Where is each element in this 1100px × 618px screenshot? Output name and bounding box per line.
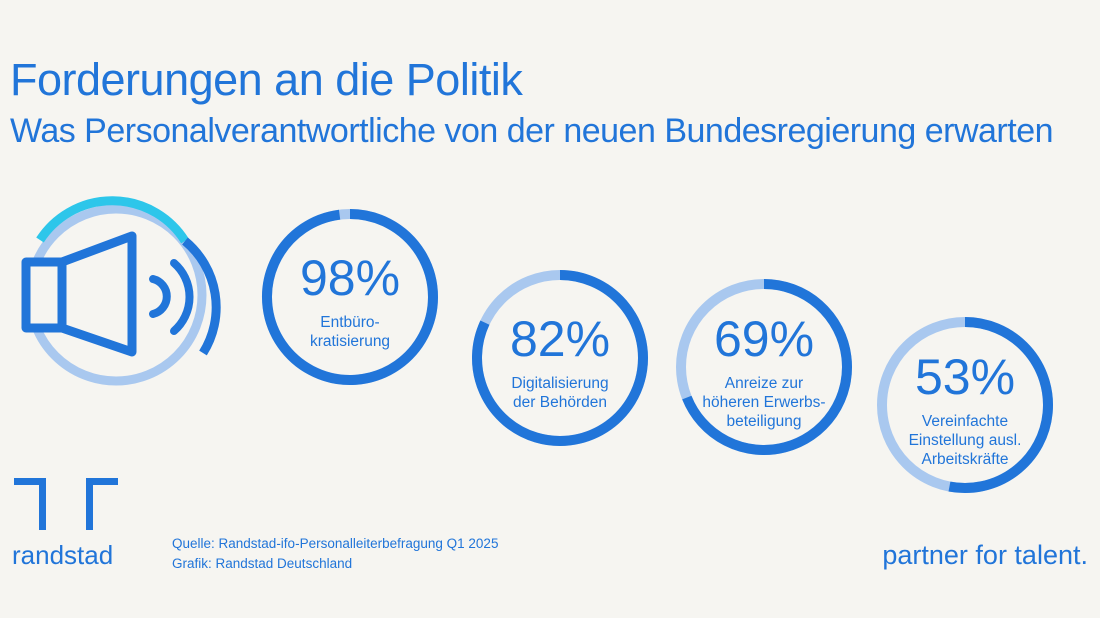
speaker-icon-accent-arc bbox=[36, 196, 189, 244]
donut-item: 53% Vereinfachte Einstellung ausl. Arbeitsk… bbox=[877, 317, 1053, 493]
source-line: Quelle: Randstad-ifo-Personalleiterbefra… bbox=[172, 536, 499, 551]
source-note: Quelle: Randstad-ifo-Personalleiterbefra… bbox=[172, 534, 498, 574]
donut-value-label: 53% bbox=[915, 349, 1015, 405]
donut-item: 82% Digitalisierung der Behörden bbox=[472, 270, 648, 446]
donut-category-label: kratisierung bbox=[310, 333, 390, 350]
donut-category-label: Arbeitskräfte bbox=[921, 451, 1008, 468]
donut-value-label: 98% bbox=[300, 250, 400, 306]
donut-category-label: Digitalisierung bbox=[511, 375, 608, 392]
credit-line: Grafik: Randstad Deutschland bbox=[172, 556, 353, 571]
brand-wordmark: randstad bbox=[12, 540, 114, 570]
tagline: partner for talent. bbox=[882, 540, 1088, 570]
donut-category-label: höheren Erwerbs- bbox=[702, 394, 825, 411]
donut-value-label: 82% bbox=[510, 311, 610, 367]
donut-value-label: 69% bbox=[714, 311, 814, 367]
donut-value-arc bbox=[682, 279, 852, 455]
speaker-icon-blue-arc bbox=[182, 237, 221, 356]
page-subtitle: Was Personalverantwortliche von der neue… bbox=[10, 112, 1054, 150]
donut-category-label: Entbüro- bbox=[320, 314, 379, 331]
donut-category-label: Vereinfachte bbox=[922, 413, 1008, 430]
donut-category-label: der Behörden bbox=[513, 394, 607, 411]
donut-category-label: Einstellung ausl. bbox=[909, 432, 1022, 449]
donut-value-arc bbox=[948, 317, 1053, 493]
speaker-icon-wave-small bbox=[149, 275, 171, 318]
speaker-icon bbox=[21, 196, 221, 386]
donut-category-label: beteiligung bbox=[727, 413, 802, 430]
page-title: Forderungen an die Politik bbox=[10, 54, 523, 105]
donut-category-label: Anreize zur bbox=[725, 375, 803, 392]
donut-value-arc bbox=[262, 209, 438, 385]
randstad-logo-icon bbox=[14, 478, 118, 530]
donut-item: 69% Anreize zur höheren Erwerbs-beteiligun… bbox=[676, 279, 852, 455]
donut-value-arc bbox=[472, 270, 648, 446]
donut-item: 98% Entbüro-kratisierung bbox=[262, 209, 438, 385]
speaker-icon-wave-large bbox=[170, 259, 194, 335]
